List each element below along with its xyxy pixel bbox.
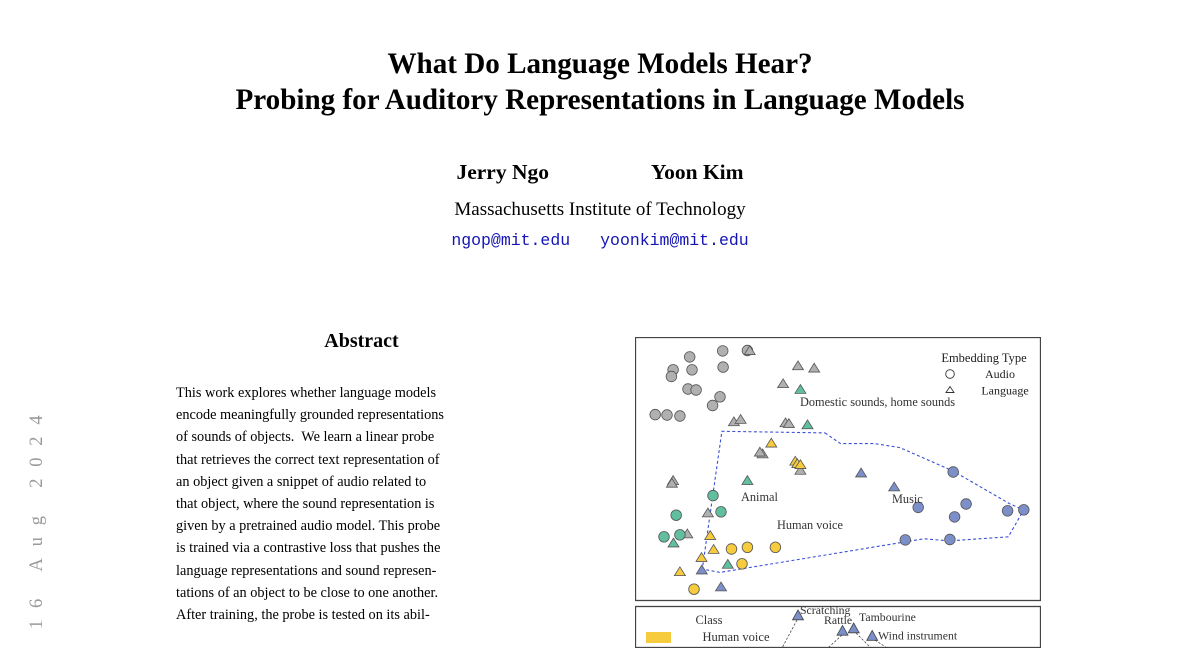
svg-text:Wind instrument: Wind instrument: [878, 629, 958, 643]
svg-text:Human voice: Human voice: [703, 630, 770, 644]
svg-text:Rattle: Rattle: [824, 613, 852, 627]
svg-text:Class: Class: [695, 613, 722, 627]
svg-text:Audio: Audio: [985, 367, 1015, 381]
svg-text:Human voice: Human voice: [777, 518, 843, 532]
svg-text:Music: Music: [892, 492, 923, 506]
svg-text:Embedding Type: Embedding Type: [941, 351, 1027, 365]
svg-text:Domestic sounds, home sounds: Domestic sounds, home sounds: [800, 395, 955, 409]
svg-text:Language: Language: [981, 384, 1028, 398]
svg-text:Tambourine: Tambourine: [859, 610, 916, 624]
svg-text:Animal: Animal: [741, 490, 778, 504]
